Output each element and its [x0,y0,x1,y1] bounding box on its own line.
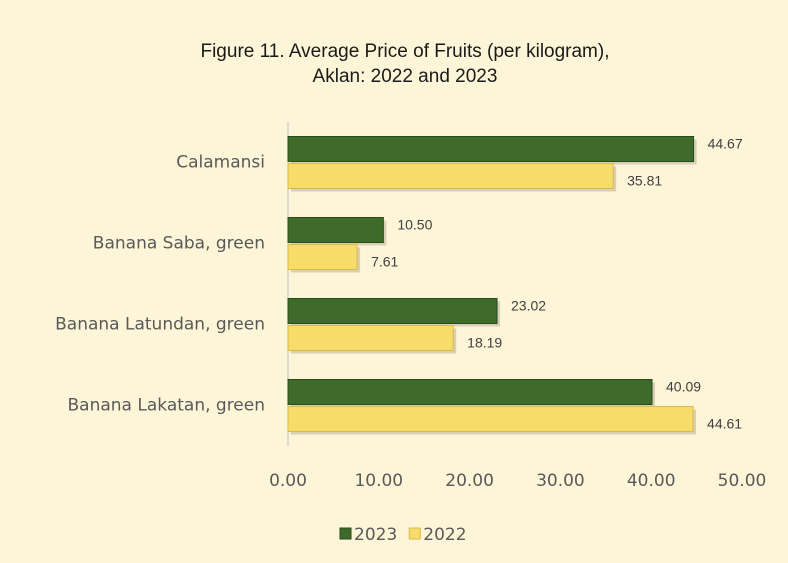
data-label: 18.19 [467,335,502,351]
bar [287,136,695,162]
y-tick-label: Banana Saba, green [93,234,265,254]
x-tick-label: 30.00 [536,471,585,491]
legend-swatch [408,527,421,540]
data-label: 40.09 [666,379,701,395]
chart-title: Figure 11. Average Price of Fruits (per … [200,41,609,62]
x-tick-label: 10.00 [354,471,403,491]
legend-swatch [339,527,352,540]
data-label: 44.61 [707,416,742,432]
x-tick-label: 20.00 [445,471,494,491]
bar [287,298,498,324]
data-label: 7.61 [371,254,398,270]
x-tick-label: 50.00 [718,471,767,491]
chart-title: Aklan: 2022 and 2023 [313,66,498,87]
bar [287,244,358,270]
bar [287,325,454,351]
x-tick-label: 0.00 [269,471,307,491]
y-tick-label: Banana Latundan, green [55,315,265,335]
bar [287,379,653,405]
data-label: 23.02 [511,298,546,314]
legend-label: 2022 [423,525,466,545]
bar [287,163,614,189]
legend-label: 2023 [354,525,397,545]
bar [287,217,384,243]
y-tick-label: Banana Lakatan, green [68,396,265,416]
data-label: 44.67 [708,136,743,152]
x-tick-label: 40.00 [627,471,676,491]
y-tick-label: Calamansi [176,153,265,173]
bar [287,406,694,432]
data-label: 10.50 [397,217,432,233]
data-label: 35.81 [627,173,662,189]
